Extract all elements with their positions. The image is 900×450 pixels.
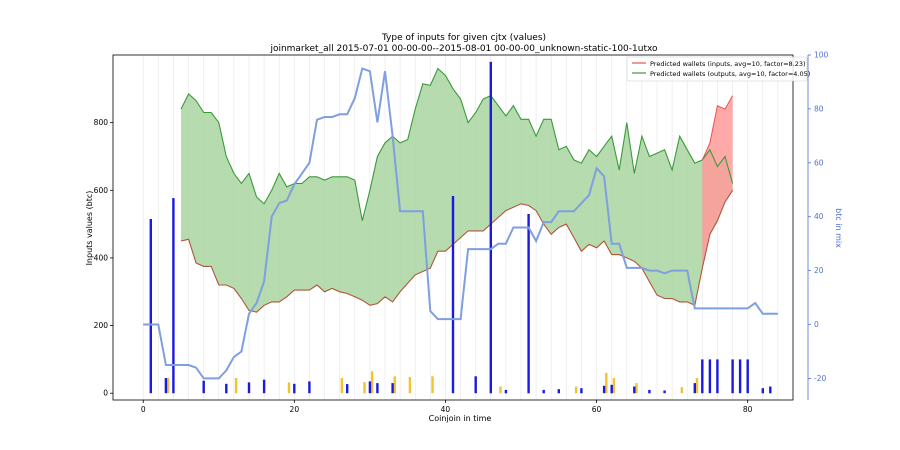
bar <box>557 389 560 394</box>
bar <box>202 380 205 394</box>
mix-line <box>143 67 778 380</box>
bar <box>164 378 168 394</box>
bar <box>769 386 772 394</box>
bar <box>610 384 613 394</box>
bar <box>149 219 152 394</box>
bar <box>716 359 719 394</box>
bar <box>368 381 372 394</box>
right-tick-label: 40 <box>814 212 824 221</box>
secondary-bar <box>695 378 699 394</box>
y-tick-label: 600 <box>94 186 109 195</box>
secondary-bar <box>370 371 374 394</box>
secondary-bar <box>408 377 412 394</box>
bar <box>172 198 175 394</box>
secondary-bar <box>635 383 638 394</box>
secondary-bar <box>612 378 616 394</box>
legend: Predicted wallets (inputs, avg=10, facto… <box>626 56 810 82</box>
bar <box>225 383 228 394</box>
secondary-bar <box>431 376 434 394</box>
outputs-line <box>180 67 734 221</box>
plot-frame <box>112 54 794 401</box>
x-tick-label: 0 <box>141 405 146 414</box>
bar <box>293 383 296 394</box>
x-tick-label: 40 <box>441 405 451 414</box>
bar <box>308 381 311 394</box>
area-layer <box>180 67 734 313</box>
bar <box>262 379 266 394</box>
y-axis-label: Inputs values (btc) <box>85 191 94 266</box>
inputs-high-line <box>701 95 734 161</box>
right-tick-label: 0 <box>814 320 819 329</box>
bar <box>731 359 734 394</box>
x-tick-label: 80 <box>743 405 753 414</box>
bar <box>489 61 492 394</box>
bar <box>580 388 583 394</box>
y-tick-label: 400 <box>94 253 109 262</box>
bar <box>376 383 379 394</box>
bar <box>451 196 455 394</box>
bar <box>663 390 666 394</box>
bar <box>701 359 704 394</box>
legend-label-outputs: Predicted wallets (outputs, avg=10, fact… <box>650 70 810 78</box>
bar <box>633 386 636 394</box>
inputs-area <box>702 95 733 269</box>
right-tick-label: 60 <box>814 158 824 167</box>
chart-title: Type of inputs for given cjtx (values) <box>381 33 546 43</box>
bar <box>693 383 696 394</box>
bar <box>391 383 394 394</box>
bar <box>761 388 764 394</box>
bar <box>708 359 712 394</box>
bar <box>504 389 508 394</box>
outputs-area <box>181 68 733 313</box>
secondary-bar <box>340 378 344 394</box>
y-tick-label: 800 <box>94 118 109 127</box>
bar <box>527 214 530 394</box>
bar <box>602 385 606 394</box>
chart-subtitle: joinmarket_all 2015-07-01 00-00-00--2015… <box>269 44 658 54</box>
x-axis-label: Coinjoin in time <box>429 414 492 423</box>
secondary-bar <box>499 386 502 394</box>
secondary-bar <box>574 386 578 394</box>
y-tick-label: 0 <box>103 389 108 398</box>
y-tick-label: 200 <box>94 321 109 330</box>
y-axis-ticks: 0 200 400 600 800 <box>94 118 113 398</box>
bar-layer <box>149 61 772 394</box>
bar <box>474 376 477 394</box>
right-axis-label: btc in mix <box>834 208 843 248</box>
mix-line-layer <box>143 67 778 380</box>
bar <box>738 359 742 394</box>
secondary-bar <box>680 387 684 394</box>
secondary-bar <box>166 378 170 394</box>
bar <box>648 389 651 394</box>
right-tick-label: 80 <box>814 104 824 113</box>
secondary-bar <box>393 376 396 394</box>
x-axis-ticks: 0 20 40 60 80 <box>141 400 753 414</box>
secondary-bar <box>363 382 366 394</box>
right-tick-label: -20 <box>814 374 826 383</box>
x-tick-label: 20 <box>290 405 300 414</box>
secondary-bar <box>605 372 608 394</box>
legend-label-inputs: Predicted wallets (inputs, avg=10, facto… <box>650 60 806 68</box>
x-tick-label: 60 <box>592 405 602 414</box>
right-tick-label: 100 <box>814 51 829 60</box>
right-tick-label: 20 <box>814 266 824 275</box>
right-axis-ticks: -20 0 20 40 60 80 100 <box>808 51 829 383</box>
bar <box>542 389 545 394</box>
secondary-bar <box>287 382 291 394</box>
bar <box>746 359 749 394</box>
bar <box>247 382 251 394</box>
legend-box <box>626 56 808 82</box>
bar <box>346 384 349 394</box>
secondary-bar <box>234 378 238 394</box>
